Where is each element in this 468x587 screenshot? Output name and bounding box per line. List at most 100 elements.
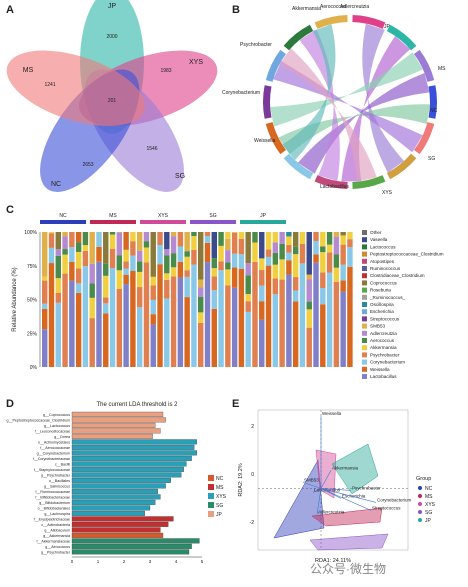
legend-label: Lactococcus [370, 244, 396, 249]
legend-swatch [362, 258, 367, 264]
stacked-bar-segment [89, 283, 95, 298]
lda-legend-label: MS [216, 485, 224, 491]
lda-bar [71, 549, 190, 555]
legend-label: Akkermansia [370, 345, 397, 350]
stacked-bar-segment [157, 232, 163, 246]
stacked-bar-segment [306, 279, 312, 302]
venn-set-label: MS [23, 67, 34, 74]
chord-segment [352, 175, 386, 189]
lda-bar [71, 532, 164, 538]
chord-label: JP [384, 24, 391, 30]
lda-row-label: g__Lachnospira [44, 512, 70, 516]
lda-row-label: g__Lactococcus [44, 424, 70, 428]
legend-label: SG [425, 510, 432, 516]
group-hull-sg [309, 533, 389, 551]
x-tick-label: 0 [71, 559, 74, 564]
lda-legend-label: SG [216, 503, 223, 509]
lda-row-label: g__Psychrobacter [41, 474, 71, 478]
stacked-bar-segment [259, 270, 265, 286]
legend-swatch [362, 316, 367, 322]
lda-bar [71, 538, 200, 544]
lda-row-label: f__Bifidobacteriaceae [35, 496, 70, 500]
stacked-bar-segment [231, 232, 238, 254]
legend-swatch [362, 352, 367, 358]
legend-swatch [362, 309, 367, 315]
stacked-bar-segment [272, 294, 279, 367]
legend-dot [418, 518, 422, 522]
lda-bar [71, 433, 153, 439]
stacked-bar-segment [184, 276, 190, 298]
stacked-bar-segment [62, 254, 68, 274]
group-label: NC [59, 213, 67, 219]
panel-label-b: B [232, 4, 240, 16]
stacked-bar-segment [340, 264, 346, 281]
lda-row-label: g__Akkermansia [43, 534, 70, 538]
venn-count: 1983 [160, 68, 171, 74]
stacked-bar-segment [116, 270, 123, 289]
legend-title: Group [416, 476, 431, 482]
stacked-bar-segment [103, 263, 109, 276]
stacked-bar-segment [333, 281, 340, 367]
lda-bar [71, 461, 187, 467]
stacked-bar-segment [184, 232, 190, 252]
stacked-bar-segment [170, 232, 177, 237]
y-tick-label: 2 [251, 424, 254, 430]
stacked-bar-segment [245, 293, 251, 302]
stacked-bar-segment [218, 261, 224, 271]
group-label: JP [260, 213, 267, 219]
lda-row-label: f__Staphylococcaceae [34, 468, 70, 472]
stacked-bar-segment [184, 297, 190, 367]
legend-label: Aerococcus [370, 338, 395, 343]
stacked-bar-segment [326, 252, 333, 273]
chord-label: Psychrobacter [240, 42, 272, 48]
stacked-bar-segment [211, 258, 217, 269]
legend-label: Peptostreptococcaceae_Clostridium [370, 252, 444, 257]
lda-bar [71, 543, 192, 549]
stacked-bar-segment [245, 301, 251, 312]
chord-segment [265, 122, 286, 155]
stacked-bar-segment [238, 268, 245, 367]
stacked-bar-segment [150, 324, 156, 367]
stacked-bar-segment [164, 249, 170, 256]
legend-label: Other [370, 230, 382, 235]
legend-swatch [362, 374, 367, 379]
chord-label: SG [428, 156, 435, 162]
stacked-bar-segment [252, 242, 258, 262]
stacked-bar-segment [313, 254, 319, 263]
lda-bar [71, 494, 161, 500]
chord-label: Akkermansia [292, 6, 321, 12]
legend-swatch [362, 359, 367, 365]
legend-label: Escherichia [370, 309, 394, 314]
stacked-bar-segment [123, 232, 129, 250]
stacked-bar-segment [279, 232, 285, 244]
stacked-bar-segment [231, 287, 238, 367]
lda-row-label: g__Dorea [54, 435, 70, 439]
stacked-bar-segment [177, 232, 184, 247]
stacked-bar-segment [150, 276, 156, 286]
lda-bar [71, 477, 171, 483]
lda-bar [71, 472, 182, 478]
chord-segment [265, 49, 286, 82]
group-label: SG [209, 213, 216, 219]
stacked-bar-segment [164, 273, 170, 280]
stacked-bar-segment [69, 232, 75, 248]
stacked-bar-segment [42, 329, 48, 367]
stacked-bar-segment [48, 247, 55, 264]
venn-set-label: XYS [189, 59, 203, 66]
chord-ribbon [270, 52, 424, 127]
env-arrow-label: Psychrobacter [352, 485, 381, 490]
env-arrow [320, 488, 352, 491]
lda-bar [71, 505, 151, 511]
legend-swatch [362, 338, 367, 343]
stacked-bar-segment [286, 244, 292, 253]
lda-row-label: g__Psychrobacter [41, 551, 71, 555]
group-hull-jp [331, 443, 379, 495]
stacked-bar-segment [204, 232, 211, 237]
lda-bar [71, 417, 166, 423]
stacked-bar-segment [150, 314, 156, 325]
stacked-bar-segment [326, 232, 333, 245]
chord-label: Lactobacillus [320, 184, 349, 190]
stacked-bar-segment [198, 232, 204, 280]
legend-swatch [362, 323, 367, 329]
stacked-bar-segment [245, 263, 251, 276]
